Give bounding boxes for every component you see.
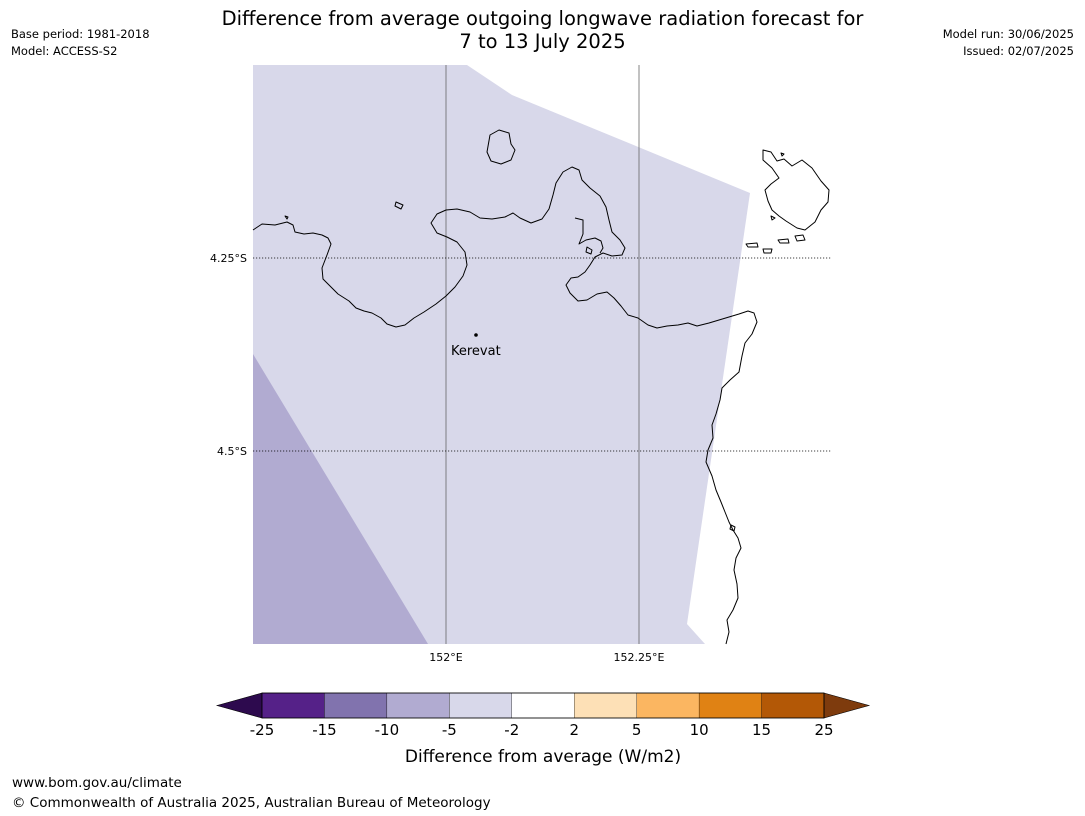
model-text: Model: ACCESS-S2 bbox=[11, 43, 118, 58]
colorbar-bin bbox=[386, 692, 450, 719]
coastline-inner-bay bbox=[574, 217, 604, 254]
colorbar-tick-label: -2 bbox=[504, 721, 519, 739]
coastline-east-island-group bbox=[762, 149, 830, 231]
colorbar-bin bbox=[698, 692, 762, 719]
map-panel: Kerevat bbox=[252, 65, 832, 645]
model-run-text: Model run: 30/06/2025 bbox=[942, 27, 1074, 41]
coastline-east-islet-3 bbox=[777, 238, 790, 244]
colorbar-tick-label: 15 bbox=[752, 721, 771, 739]
coastlines bbox=[252, 129, 830, 645]
colorbar-tick-label: -5 bbox=[442, 721, 457, 739]
colorbar-under-arrow bbox=[215, 692, 263, 719]
colorbar-bin bbox=[449, 692, 512, 719]
colorbar-tick-label: -15 bbox=[312, 721, 337, 739]
colorbar-tick-label: -10 bbox=[375, 721, 400, 739]
region-fill-minus10-to-minus5 bbox=[253, 354, 428, 644]
region-fill-minus5-to-minus2 bbox=[253, 65, 750, 644]
map-title-line-2: 7 to 13 July 2025 bbox=[459, 30, 626, 53]
colorbar: -25 -15 -10 -5 -2 2 5 10 15 25 Difference from av… bbox=[215, 692, 871, 767]
issued-text: Issued: 02/07/2025 bbox=[963, 43, 1074, 58]
coastline-east-islet-6 bbox=[780, 152, 785, 157]
footer-url: www.bom.gov.au/climate bbox=[12, 775, 182, 791]
coastline-north-island bbox=[486, 129, 516, 165]
coastline-east-islet-1 bbox=[745, 242, 759, 248]
coastline-bay-islet bbox=[585, 246, 593, 255]
colorbar-tick-label: 2 bbox=[569, 721, 579, 739]
coastline-gazelle-peninsula bbox=[252, 166, 758, 645]
colorbar-label: Difference from average (W/m2) bbox=[405, 747, 681, 767]
colorbar-bin bbox=[324, 692, 388, 719]
coastline-islet-west-1 bbox=[394, 201, 404, 210]
lon-label-152: 152°E bbox=[429, 651, 462, 664]
lat-label-4-5: 4.5°S bbox=[217, 445, 247, 458]
map-axis-labels: 4.25°S 4.5°S 152°E 152.25°E bbox=[210, 252, 664, 664]
colorbar-bin bbox=[261, 692, 325, 719]
coastline-coast-islet bbox=[729, 524, 736, 532]
kerevat-marker bbox=[474, 333, 478, 337]
colorbar-tick-label: -25 bbox=[250, 721, 275, 739]
coastline-east-islet-4 bbox=[794, 234, 806, 242]
chart-meta-right: Model run: 30/06/2025 Issued: 02/07/2025 bbox=[943, 26, 1074, 59]
footer-copyright: © Commonwealth of Australia 2025, Austra… bbox=[12, 795, 491, 811]
colorbar-tick-label: 10 bbox=[690, 721, 709, 739]
colorbar-bin bbox=[574, 692, 637, 719]
colorbar-tick-labels: -25 -15 -10 -5 -2 2 5 10 15 25 bbox=[250, 721, 834, 739]
lon-label-152-25: 152.25°E bbox=[614, 651, 665, 664]
map-title: Difference from average outgoing longwav… bbox=[0, 7, 1085, 53]
colorbar-bin bbox=[511, 692, 575, 719]
base-period-text: Base period: 1981-2018 bbox=[11, 27, 150, 41]
colorbar-outline bbox=[261, 692, 825, 719]
colorbar-tick-label: 25 bbox=[814, 721, 833, 739]
colorbar-bin bbox=[761, 692, 825, 719]
map-title-line-1: Difference from average outgoing longwav… bbox=[221, 7, 864, 30]
colorbar-over-arrow bbox=[823, 692, 871, 719]
lat-label-4-25: 4.25°S bbox=[210, 252, 247, 265]
colorbar-bins bbox=[261, 692, 825, 719]
colorbar-bin bbox=[636, 692, 700, 719]
kerevat-label: Kerevat bbox=[451, 344, 501, 359]
coastline-islet-west-2 bbox=[284, 215, 289, 220]
colorbar-tick-label: 5 bbox=[632, 721, 642, 739]
chart-meta-left: Base period: 1981-2018 Model: ACCESS-S2 bbox=[11, 26, 150, 59]
coastline-east-islet-5 bbox=[770, 215, 776, 221]
coastline-east-islet-2 bbox=[762, 248, 773, 254]
